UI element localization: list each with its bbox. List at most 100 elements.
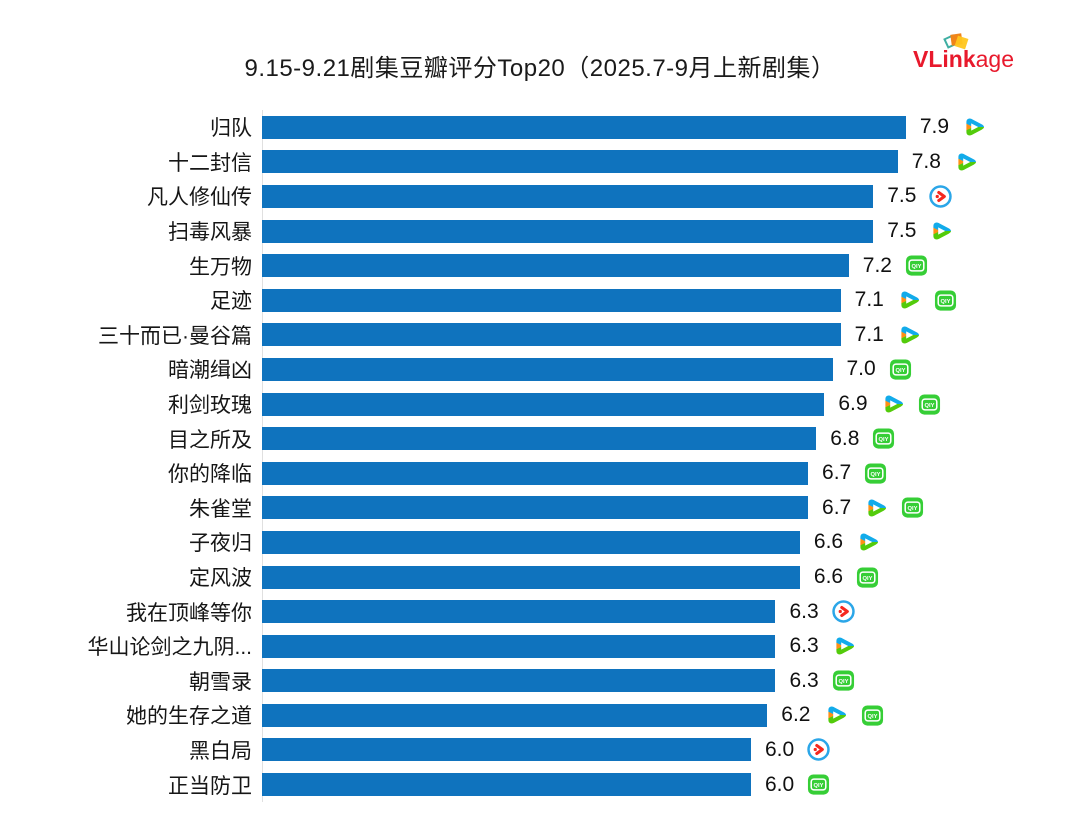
chart-row: 十二封信 7.8 — [0, 145, 1080, 180]
chart-row: 凡人修仙传 7.5 — [0, 179, 1080, 214]
category-label: 华山论剑之九阴... — [87, 636, 252, 660]
iqiyi-icon: QIY — [901, 496, 924, 519]
rating-value: 7.5 — [887, 184, 917, 208]
rating-value: 7.9 — [919, 115, 950, 139]
vlinkage-logo: VLinkage — [913, 33, 1014, 72]
rating-bar — [262, 392, 825, 416]
rating-bar — [262, 738, 751, 762]
category-label: 十二封信 — [168, 151, 252, 175]
svg-text:QIY: QIY — [838, 679, 848, 685]
category-label: 朝雪录 — [189, 670, 252, 694]
rating-value: 7.5 — [887, 219, 917, 243]
svg-text:QIY: QIY — [814, 783, 824, 789]
iqiyi-icon: QIY — [832, 669, 855, 692]
rating-bar — [262, 600, 776, 624]
category-label: 定风波 — [189, 567, 252, 591]
tencent-video-icon — [954, 150, 978, 174]
rating-value: 6.2 — [781, 703, 811, 727]
iqiyi-icon: QIY — [856, 566, 879, 589]
category-label: 暗潮缉凶 — [168, 359, 252, 383]
category-label: 扫毒风暴 — [168, 221, 252, 245]
category-label: 朱雀堂 — [189, 497, 252, 521]
svg-text:QIY: QIY — [863, 576, 873, 582]
category-label: 三十而已·曼谷篇 — [98, 324, 252, 348]
svg-text:QIY: QIY — [940, 299, 950, 305]
iqiyi-icon: QIY — [864, 462, 887, 485]
rating-value: 6.3 — [789, 668, 819, 692]
iqiyi-icon: QIY — [905, 254, 928, 277]
chart-row: 子夜归 6.6 — [0, 525, 1080, 560]
tencent-video-icon — [929, 219, 953, 243]
tencent-video-icon — [962, 115, 986, 139]
rating-value: 6.7 — [822, 495, 852, 519]
rating-value: 6.3 — [789, 634, 819, 658]
tencent-video-icon — [897, 288, 921, 312]
rating-bar — [262, 357, 833, 381]
rating-value: 7.0 — [846, 357, 876, 381]
category-label: 你的降临 — [168, 463, 252, 487]
rating-bar — [262, 254, 849, 278]
category-label: 目之所及 — [168, 428, 252, 452]
chart-title: 9.15-9.21剧集豆瓣评分Top20（2025.7-9月上新剧集） — [244, 55, 836, 82]
category-label: 她的生存之道 — [126, 705, 252, 729]
chart-row: 你的降临 6.7 QIY — [0, 456, 1080, 491]
rating-value: 6.3 — [789, 599, 819, 623]
tencent-video-icon — [881, 392, 905, 416]
chart-row: 扫毒风暴 7.5 — [0, 214, 1080, 249]
chart-row: 正当防卫 6.0 QIY — [0, 767, 1080, 802]
chart-row: 三十而已·曼谷篇 7.1 — [0, 318, 1080, 353]
category-label: 子夜归 — [189, 532, 252, 556]
rating-value: 6.6 — [813, 565, 844, 589]
chart-row: 朱雀堂 6.7 QIY — [0, 491, 1080, 526]
rating-value: 6.0 — [765, 772, 795, 796]
rating-bar — [262, 150, 898, 174]
category-label: 生万物 — [189, 255, 252, 279]
rating-value: 6.0 — [765, 737, 795, 761]
vlinkage-logo-text-light: age — [975, 46, 1014, 72]
category-label: 我在顶峰等你 — [126, 601, 252, 625]
rating-bar — [262, 773, 751, 797]
chart-row: 黑白局 6.0 — [0, 733, 1080, 768]
rating-bar — [262, 669, 776, 693]
rating-value: 6.9 — [838, 392, 868, 416]
rating-bar — [262, 461, 809, 485]
y-axis-line — [262, 110, 263, 802]
svg-text:QIY: QIY — [924, 403, 934, 409]
rating-value: 7.2 — [862, 253, 892, 277]
chart-row: 定风波 6.6 QIY — [0, 560, 1080, 595]
rating-value: 6.7 — [822, 461, 852, 485]
rating-bar — [262, 427, 817, 451]
chart-row: 生万物 7.2 QIY — [0, 248, 1080, 283]
rating-bar — [262, 496, 809, 520]
rating-value: 6.8 — [830, 426, 860, 450]
chart-row: 足迹 7.1 QIY — [0, 283, 1080, 318]
vlinkage-logo-icon — [943, 33, 973, 51]
svg-text:QIY: QIY — [871, 472, 881, 478]
iqiyi-icon: QIY — [889, 358, 912, 381]
rating-bar — [262, 323, 841, 347]
rating-bar — [262, 634, 776, 658]
iqiyi-icon: QIY — [872, 427, 895, 450]
iqiyi-icon: QIY — [861, 704, 884, 727]
tencent-video-icon — [897, 323, 921, 347]
rating-value: 7.1 — [854, 322, 884, 346]
svg-text:QIY: QIY — [912, 264, 922, 270]
tencent-video-icon — [824, 703, 848, 727]
rating-bar — [262, 565, 800, 589]
chart-row: 朝雪录 6.3 QIY — [0, 664, 1080, 699]
rating-bar — [262, 184, 874, 208]
chart-row: 她的生存之道 6.2 QIY — [0, 698, 1080, 733]
svg-text:QIY: QIY — [895, 368, 905, 374]
chart-row: 我在顶峰等你 6.3 — [0, 594, 1080, 629]
chart-row: 暗潮缉凶 7.0 QIY — [0, 352, 1080, 387]
tencent-video-icon — [832, 634, 856, 658]
youku-icon — [831, 600, 855, 623]
chart-row: 利剑玫瑰 6.9 QIY — [0, 387, 1080, 422]
vlinkage-logo-text-bold: VLink — [913, 46, 976, 72]
category-label: 利剑玫瑰 — [168, 394, 252, 418]
tencent-video-icon — [856, 530, 880, 554]
rating-bar — [262, 703, 768, 727]
category-label: 归队 — [210, 117, 252, 141]
iqiyi-icon: QIY — [807, 773, 830, 796]
